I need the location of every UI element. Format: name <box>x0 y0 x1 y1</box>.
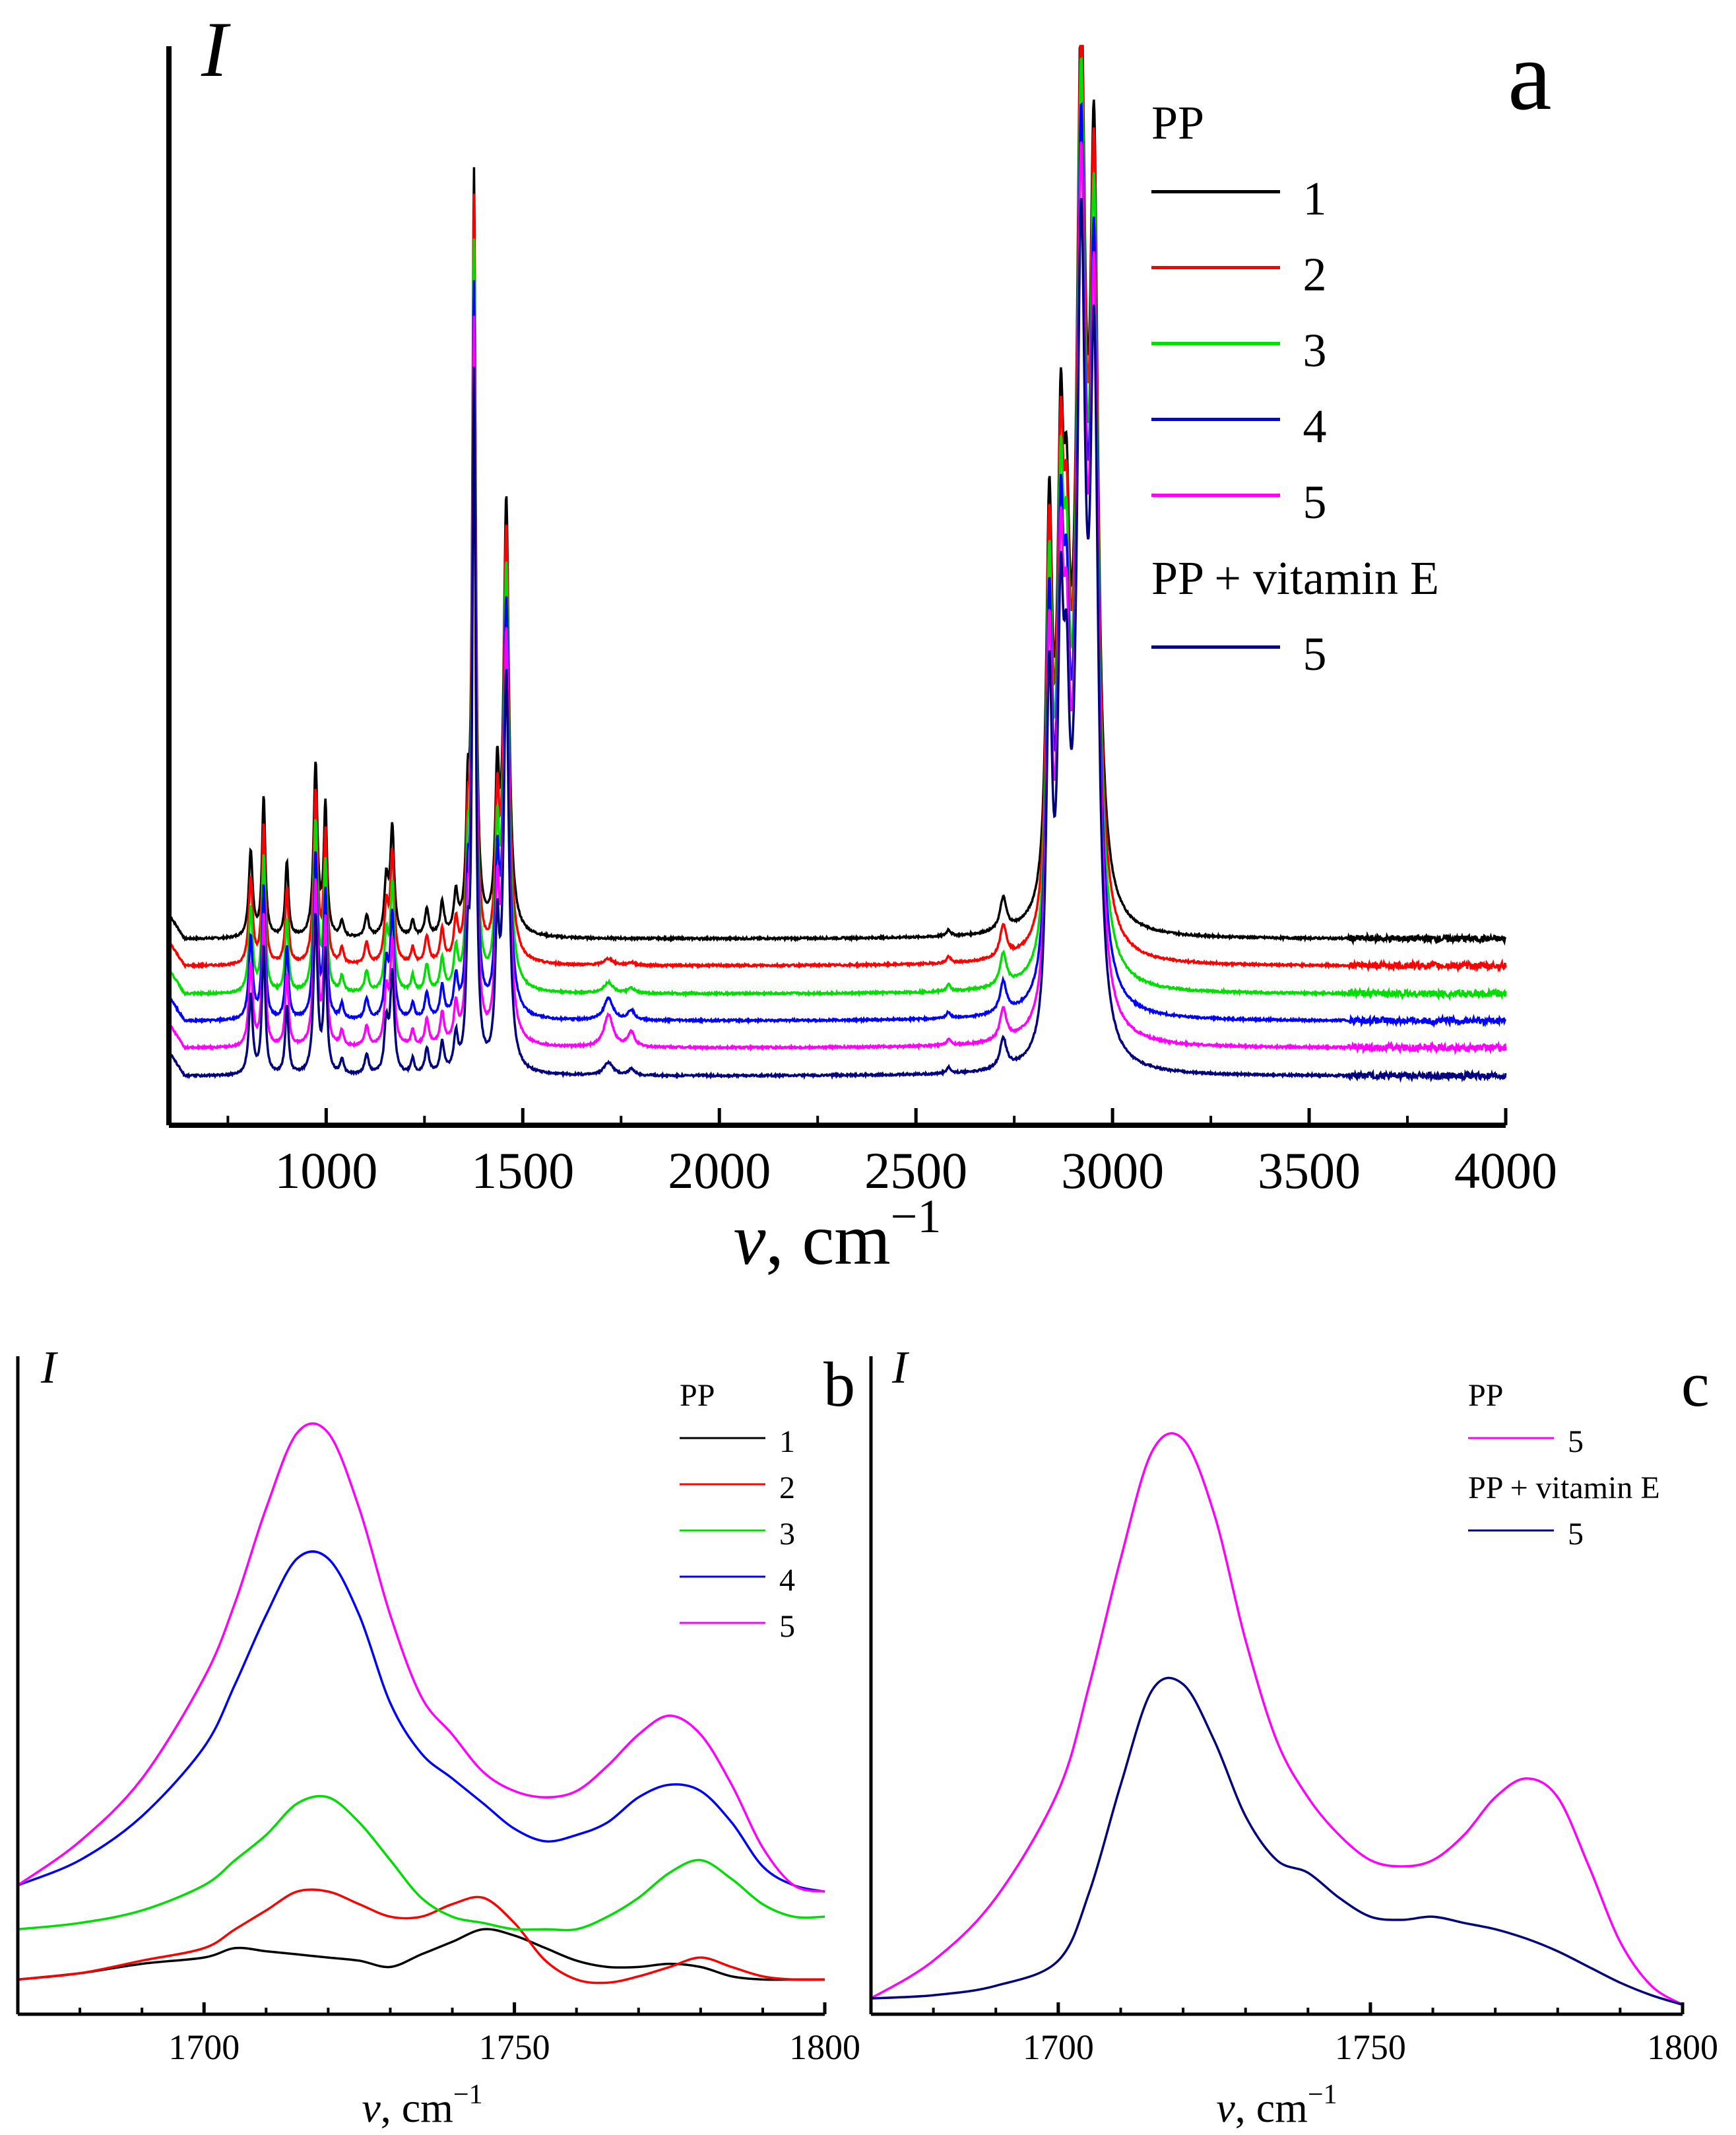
legend-entry-label: 5 <box>779 1609 795 1644</box>
x-tick-label: 1750 <box>1335 2027 1406 2067</box>
spectrum-line <box>170 197 1507 1083</box>
x-tick-label: 1800 <box>1647 2027 1718 2067</box>
zoom-spectrum-line <box>16 1422 825 1893</box>
x-tick-label: 1500 <box>471 1142 574 1199</box>
x-tick-label: 2500 <box>864 1142 967 1199</box>
panel-a: 1000 1500 2000 2500 3000 3500 4000 I a ν, cm−1… <box>166 5 1557 1280</box>
legend-entry-label: 5 <box>1568 1517 1584 1552</box>
spectrum-line <box>170 45 1507 946</box>
panel-b-x-label: ν, cm−1 <box>362 2080 482 2131</box>
legend-entry-label: 3 <box>1303 324 1327 377</box>
panel-b-letter: b <box>823 1349 855 1420</box>
panel-a-letter: a <box>1508 21 1552 131</box>
panel-b-legend: PP 1 2 3 4 5 <box>680 1378 795 1644</box>
panel-c-series <box>870 1432 1683 2006</box>
panel-b-y-label: I <box>40 1342 59 1393</box>
x-tick-label: 4000 <box>1454 1142 1557 1199</box>
legend-entry-label: 3 <box>779 1517 795 1552</box>
legend-entry-label: 1 <box>1303 172 1327 225</box>
zoom-spectrum-line <box>17 1928 825 1981</box>
panel-c-letter: c <box>1681 1349 1710 1420</box>
legend-entry-label: 5 <box>1303 476 1327 529</box>
zoom-spectrum-line <box>17 1888 825 1985</box>
panel-a-legend: PP 1 2 3 4 5 PP + vitamin E 5 <box>1151 96 1439 680</box>
panel-b-series <box>16 1422 825 1985</box>
panel-a-y-label: I <box>201 5 231 93</box>
panel-a-series <box>170 45 1507 1083</box>
panel-c: 1700 1750 1800 I c ν, cm−1 PP 5 PP + vitamin… <box>869 1342 1718 2131</box>
legend-entry-label: 2 <box>779 1470 795 1505</box>
zoom-spectrum-line <box>17 1550 825 1893</box>
spectrum-line <box>170 102 1507 1028</box>
legend-entry-label: 5 <box>1568 1424 1584 1459</box>
x-tick-label: 1700 <box>1023 2027 1094 2067</box>
panel-c-x-label: ν, cm−1 <box>1216 2080 1337 2131</box>
legend-entry-label: 5 <box>1303 628 1327 680</box>
panel-c-legend: PP 5 PP + vitamin E 5 <box>1468 1378 1660 1552</box>
x-tick-label: 1800 <box>789 2027 860 2067</box>
panel-a-x-ticks: 1000 1500 2000 2500 3000 3500 4000 <box>226 1108 1557 1199</box>
x-tick-label: 2000 <box>668 1142 771 1199</box>
panel-c-x-ticks: 1700 1750 1800 <box>870 2002 1718 2067</box>
zoom-spectrum-line <box>17 1794 825 1932</box>
spectrum-line <box>170 141 1507 1056</box>
legend-entry-label: 4 <box>1303 400 1327 453</box>
zoom-spectrum-line <box>870 1432 1683 2006</box>
panel-a-x-label: ν, cm−1 <box>734 1190 942 1280</box>
x-tick-label: 3500 <box>1258 1142 1361 1199</box>
legend-entry-label: 2 <box>1303 248 1327 301</box>
spectrum-line <box>170 45 1507 973</box>
x-tick-label: 1700 <box>168 2027 240 2067</box>
panel-b: 1700 1750 1800 I b ν, cm−1 PP 1 2 3 4 5 <box>16 1342 860 2131</box>
legend-group-title: PP <box>680 1378 715 1413</box>
panel-b-x-ticks: 1700 1750 1800 <box>16 2002 860 2067</box>
x-tick-label: 1000 <box>274 1142 377 1199</box>
legend-group-title: PP + vitamin E <box>1151 552 1439 605</box>
legend-entry-label: 4 <box>779 1563 795 1598</box>
legend-group-title: PP <box>1151 96 1204 149</box>
spectrum-line <box>170 56 1507 1002</box>
legend-entry-label: 1 <box>779 1424 795 1459</box>
legend-group-title: PP + vitamin E <box>1468 1470 1660 1505</box>
x-tick-label: 3000 <box>1061 1142 1164 1199</box>
panel-c-y-label: I <box>891 1342 910 1393</box>
legend-group-title: PP <box>1468 1378 1503 1413</box>
x-tick-label: 1750 <box>479 2027 550 2067</box>
zoom-spectrum-line <box>870 1676 1683 2006</box>
